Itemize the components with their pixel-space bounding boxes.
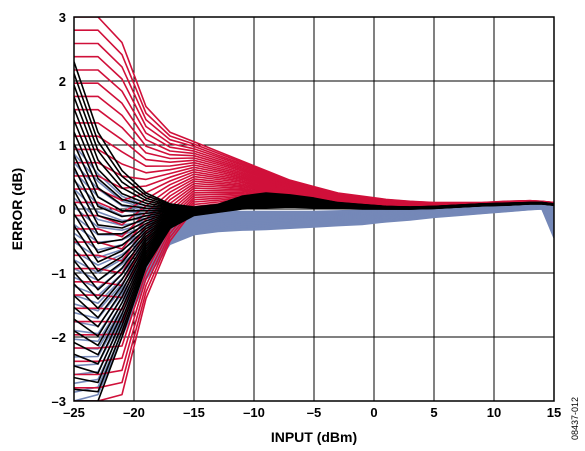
x-tick-label: 5 <box>430 405 437 420</box>
figure-id: 08437-012 <box>570 397 580 440</box>
x-tick-label: –20 <box>123 405 145 420</box>
y-tick-label: –1 <box>52 266 66 281</box>
y-tick-label: 0 <box>59 202 66 217</box>
curve-black <box>74 61 554 208</box>
y-axis-label: ERROR (dB) <box>9 168 25 250</box>
x-tick-label: –25 <box>63 405 85 420</box>
y-tick-label: –2 <box>52 330 66 345</box>
x-tick-label: 15 <box>547 405 561 420</box>
y-tick-label: 1 <box>59 138 66 153</box>
y-tick-label: 3 <box>59 10 66 25</box>
x-tick-label: 0 <box>370 405 377 420</box>
x-tick-label: –10 <box>243 405 265 420</box>
plot-frame <box>73 16 555 402</box>
x-tick-label: 10 <box>487 405 501 420</box>
x-tick-label: –15 <box>183 405 205 420</box>
y-tick-label: –3 <box>52 394 66 409</box>
x-tick-labels: –25 –20 –15 –10 –5 0 5 10 15 <box>63 405 561 420</box>
x-tick-label: –5 <box>307 405 321 420</box>
x-axis-label: INPUT (dBm) <box>271 429 357 445</box>
curves <box>74 17 554 401</box>
y-tick-label: 2 <box>59 74 66 89</box>
y-tick-labels: –3 –2 –1 0 1 2 3 <box>52 10 66 409</box>
curve-red <box>74 17 554 204</box>
